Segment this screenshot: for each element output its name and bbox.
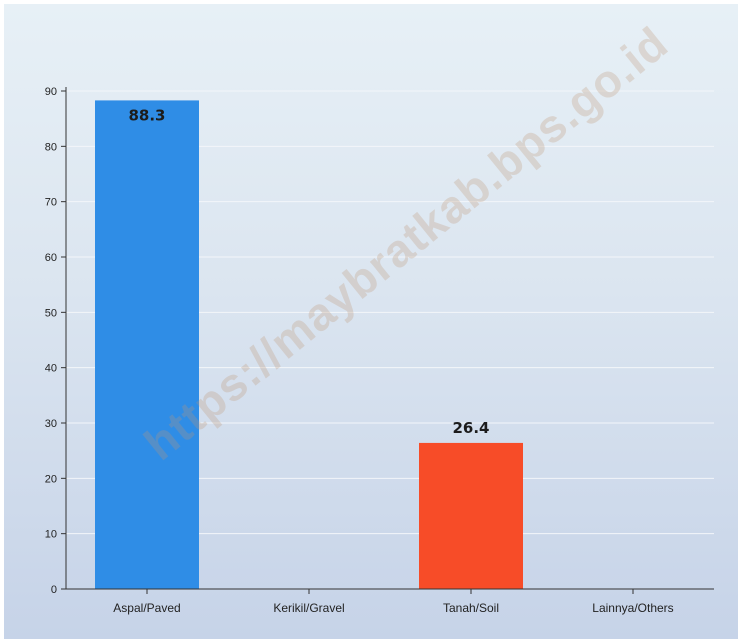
y-tick-label: 90 xyxy=(45,86,57,98)
chart-panel: 0 10 20 30 40 50 60 70 80 90 Aspal/Paved 88.3 Keriki… xyxy=(4,4,738,639)
bar-0 xyxy=(95,100,199,589)
data-label: 88.3 xyxy=(128,106,165,124)
bar-2 xyxy=(419,442,523,589)
x-category-label: Aspal/Paved xyxy=(113,601,180,615)
x-category-label: Tanah/Soil xyxy=(443,601,499,615)
y-tick-label: 0 xyxy=(51,584,57,596)
axes xyxy=(61,87,714,594)
y-tick-label: 60 xyxy=(45,252,57,264)
y-tick-label: 70 xyxy=(45,197,57,209)
labels: 0 10 20 30 40 50 60 70 80 90 Aspal/Paved 88.3 Keriki… xyxy=(45,86,674,615)
y-tick-label: 50 xyxy=(45,307,57,319)
bars xyxy=(95,100,523,589)
y-tick-label: 40 xyxy=(45,363,57,375)
bar-chart: 0 10 20 30 40 50 60 70 80 90 Aspal/Paved 88.3 Keriki… xyxy=(45,86,714,615)
x-category-label: Lainnya/Others xyxy=(592,601,673,615)
data-label: 26.4 xyxy=(452,419,489,437)
y-tick-label: 20 xyxy=(45,473,57,485)
x-category-label: Kerikil/Gravel xyxy=(273,601,344,615)
y-tick-label: 30 xyxy=(45,418,57,430)
y-tick-label: 10 xyxy=(45,529,57,541)
y-tick-label: 80 xyxy=(45,141,57,153)
